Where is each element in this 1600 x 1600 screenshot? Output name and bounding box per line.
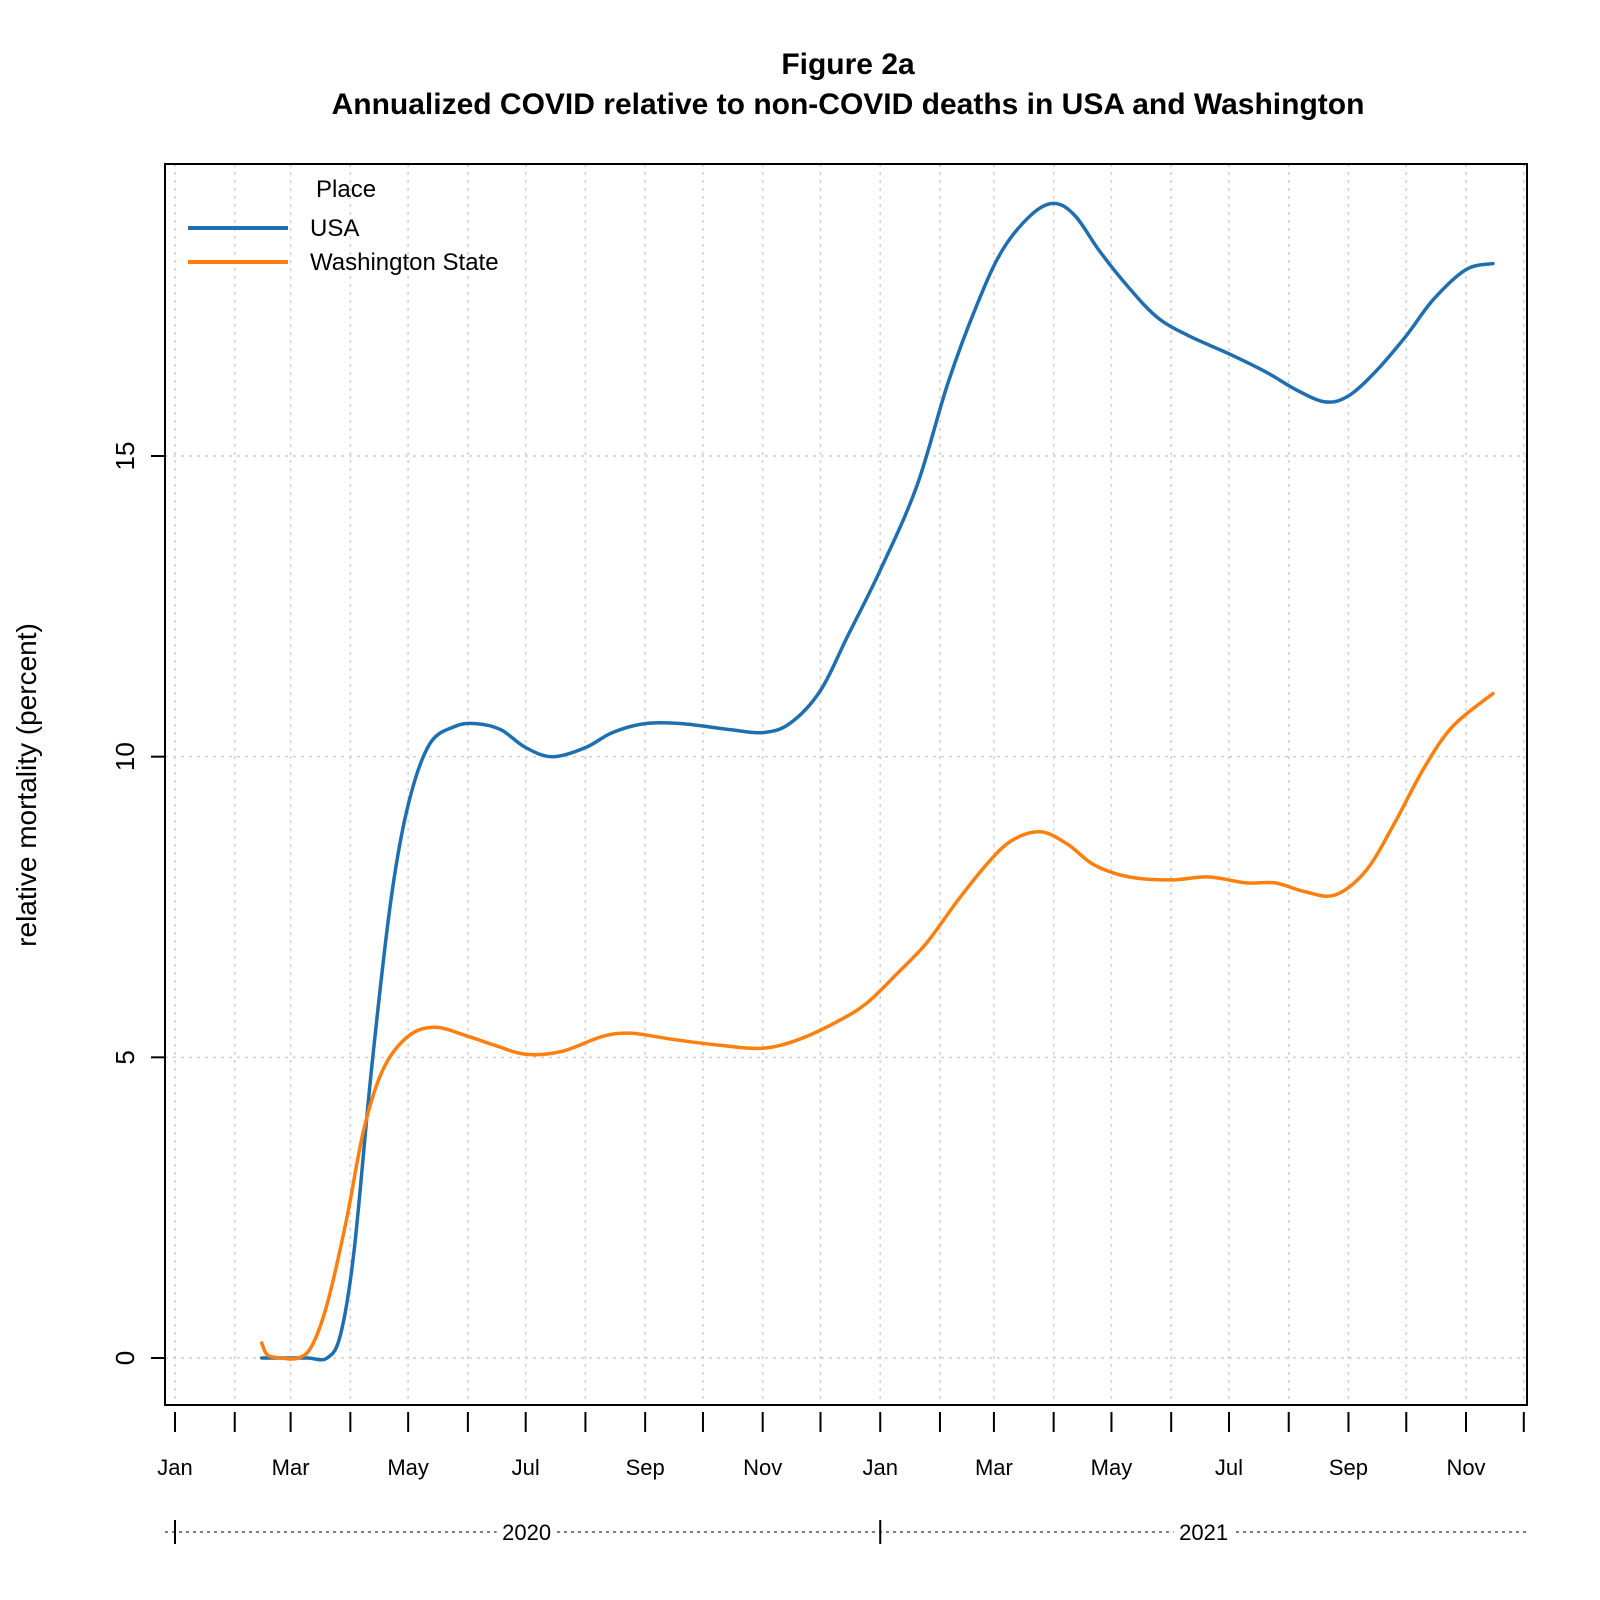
- x-tick-label: Sep: [1329, 1455, 1368, 1480]
- year-axis: 2020 2021: [165, 1518, 1527, 1545]
- x-tick-label: May: [1091, 1455, 1133, 1480]
- year-label-bg: [496, 1518, 557, 1544]
- series-lines: [259, 201, 1495, 1362]
- x-tick-label: Nov: [1446, 1455, 1485, 1480]
- chart-title: Figure 2a: [781, 48, 915, 81]
- x-tick-label: Jul: [1215, 1455, 1243, 1480]
- chart-subtitle: Annualized COVID relative to non-COVID d…: [332, 88, 1365, 121]
- year-label: 2021: [1179, 1520, 1228, 1545]
- y-tick-label: 15: [110, 442, 140, 471]
- series-line-washington-state: [259, 691, 1495, 1361]
- x-tick-label: Nov: [743, 1455, 782, 1480]
- x-tick-label: May: [387, 1455, 429, 1480]
- x-axis: Jan Mar May Jul Sep Nov Jan Mar May Jul Sep Nov: [157, 1412, 1525, 1480]
- y-axis: 0 5 10 15: [110, 442, 165, 1365]
- x-tick-label: Jan: [157, 1455, 192, 1480]
- year-label: 2020: [502, 1520, 551, 1545]
- y-axis-label: relative mortality (percent): [11, 623, 42, 947]
- x-tick-label: Sep: [626, 1455, 665, 1480]
- x-tick-label: Mar: [272, 1455, 310, 1480]
- grid: [165, 164, 1527, 1405]
- y-tick-label: 0: [110, 1351, 140, 1365]
- series-line-usa: [259, 201, 1495, 1362]
- y-tick-label: 5: [110, 1050, 140, 1064]
- legend: Place USA Washington State: [188, 176, 499, 276]
- legend-label-washington-state: Washington State: [310, 249, 499, 276]
- year-label-bg: [1173, 1518, 1234, 1544]
- x-tick-label: Mar: [975, 1455, 1013, 1480]
- x-tick-label: Jan: [862, 1455, 897, 1480]
- legend-label-usa: USA: [310, 215, 359, 242]
- y-tick-label: 10: [110, 742, 140, 771]
- x-tick-label: Jul: [512, 1455, 540, 1480]
- legend-title: Place: [316, 176, 376, 203]
- plot-frame: [164, 163, 1528, 1406]
